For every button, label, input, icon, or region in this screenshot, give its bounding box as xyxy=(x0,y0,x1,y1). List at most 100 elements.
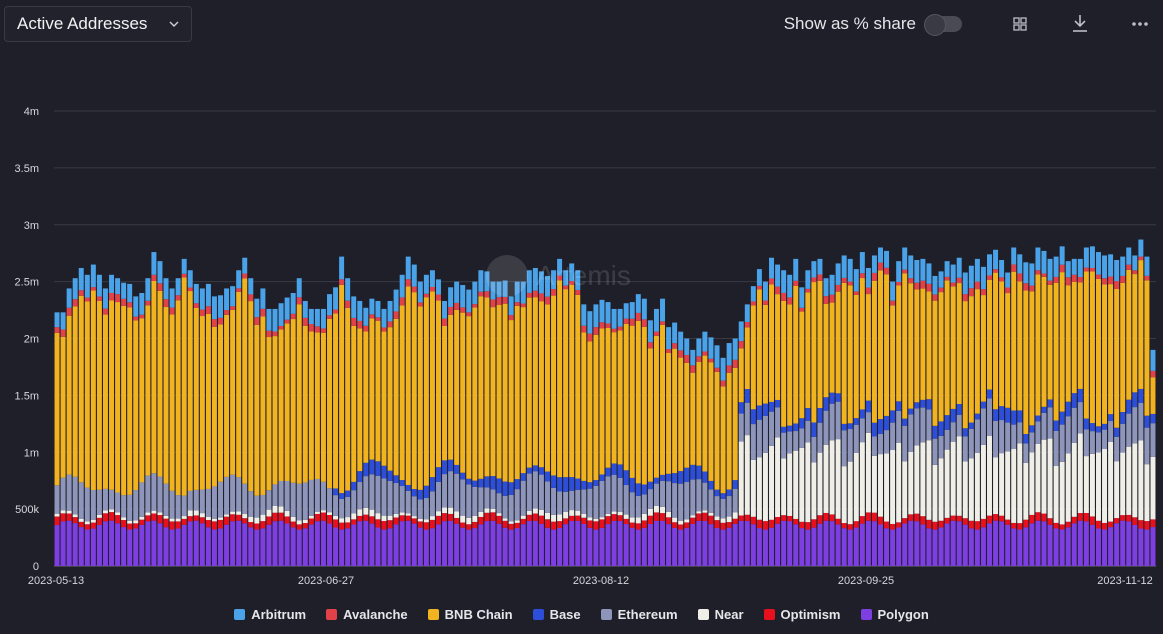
bar-segment-arbitrum xyxy=(405,256,411,280)
bar-segment-near xyxy=(1017,443,1023,524)
bar-segment-avalanche xyxy=(878,262,883,271)
bar-segment-bnb-chain xyxy=(496,305,502,479)
bar-segment-optimism xyxy=(296,524,302,530)
legend-item-near[interactable]: Near xyxy=(697,607,744,622)
bar-segment-avalanche xyxy=(514,302,520,306)
bar-segment-ethereum xyxy=(1005,422,1011,452)
bar-segment-arbitrum xyxy=(581,304,587,326)
more-options-button[interactable] xyxy=(1129,13,1151,35)
bar-segment-near xyxy=(987,436,992,516)
bar-segment-avalanche xyxy=(230,306,236,310)
bar-segment-optimism xyxy=(520,518,526,525)
bar-segment-avalanche xyxy=(557,275,563,281)
bar-segment-bnb-chain xyxy=(1041,276,1047,407)
bar-segment-ethereum xyxy=(1011,424,1017,450)
bar-segment-near xyxy=(496,513,502,516)
bar-segment-bnb-chain xyxy=(980,295,986,402)
bar-segment-polygon xyxy=(284,523,290,566)
percent-share-toggle[interactable] xyxy=(924,14,962,36)
bar-segment-ethereum xyxy=(1132,407,1138,444)
bar-segment-bnb-chain xyxy=(417,306,423,490)
legend-item-optimism[interactable]: Optimism xyxy=(763,607,841,622)
bar-segment-near xyxy=(823,444,829,513)
bar-segment-optimism xyxy=(563,518,569,525)
bar-segment-bnb-chain xyxy=(647,348,653,482)
bar-segment-optimism xyxy=(666,517,672,525)
bar-segment-polygon xyxy=(593,529,599,566)
bar-segment-arbitrum xyxy=(151,252,157,275)
table-view-button[interactable] xyxy=(1009,13,1031,35)
bar-segment-optimism xyxy=(442,513,448,522)
bar-segment-bnb-chain xyxy=(90,290,96,491)
bar-segment-bnb-chain xyxy=(1029,291,1035,426)
legend-item-base[interactable]: Base xyxy=(532,607,581,622)
bar-segment-avalanche xyxy=(993,269,999,273)
bar-segment-bnb-chain xyxy=(429,291,435,478)
y-tick-label: 3m xyxy=(24,220,39,232)
bar-segment-ethereum xyxy=(563,491,569,512)
bar-segment-bnb-chain xyxy=(72,306,78,477)
bar-segment-arbitrum xyxy=(139,293,145,315)
bar-segment-avalanche xyxy=(1132,270,1138,275)
y-tick-label: 1.5m xyxy=(15,390,39,402)
bar-segment-bnb-chain xyxy=(896,285,902,402)
bar-segment-polygon xyxy=(508,529,514,566)
bar-segment-polygon xyxy=(896,527,902,566)
y-tick-label: 2m xyxy=(24,334,39,346)
bar-segment-avalanche xyxy=(399,297,405,306)
bar-segment-polygon xyxy=(96,524,102,566)
legend-item-arbitrum[interactable]: Arbitrum xyxy=(234,607,306,622)
bar-segment-avalanche xyxy=(1011,264,1017,272)
bar-segment-optimism xyxy=(1102,522,1108,530)
bar-segment-ethereum xyxy=(569,490,575,511)
bar-segment-near xyxy=(1011,449,1017,523)
bar-segment-ethereum xyxy=(847,429,853,462)
bar-segment-near xyxy=(635,517,641,524)
bar-segment-arbitrum xyxy=(90,264,96,288)
bar-segment-ethereum xyxy=(702,482,708,511)
bar-segment-near xyxy=(1102,449,1108,523)
bar-segment-avalanche xyxy=(611,328,617,333)
bar-segment-arbitrum xyxy=(205,283,211,307)
legend-swatch xyxy=(600,608,612,620)
legend-item-polygon[interactable]: Polygon xyxy=(860,607,929,622)
bar-segment-avalanche xyxy=(66,307,72,316)
bar-segment-avalanche xyxy=(1138,256,1144,261)
download-button[interactable] xyxy=(1069,13,1091,35)
bar-segment-base xyxy=(1035,415,1041,422)
bar-segment-optimism xyxy=(169,521,175,530)
bar-segment-arbitrum xyxy=(908,255,914,279)
bar-segment-ethereum xyxy=(175,495,181,519)
bar-segment-optimism xyxy=(454,517,460,524)
bar-segment-optimism xyxy=(926,519,932,529)
bar-segment-near xyxy=(157,512,163,516)
bar-segment-polygon xyxy=(411,523,417,566)
legend-item-avalanche[interactable]: Avalanche xyxy=(326,607,408,622)
bar-segment-arbitrum xyxy=(878,247,883,263)
bar-segment-polygon xyxy=(750,524,756,566)
bar-segment-polygon xyxy=(296,529,302,566)
bar-segment-near xyxy=(726,516,732,523)
bar-segment-polygon xyxy=(320,520,326,566)
bar-segment-base xyxy=(514,479,520,490)
bar-segment-ethereum xyxy=(617,478,623,512)
bar-segment-bnb-chain xyxy=(974,289,980,414)
bar-segment-bnb-chain xyxy=(248,301,254,492)
bar-segment-polygon xyxy=(884,528,890,566)
bar-segment-near xyxy=(429,516,435,520)
bar-segment-polygon xyxy=(914,521,920,566)
legend-item-bnb-chain[interactable]: BNB Chain xyxy=(427,607,513,622)
bar-segment-bnb-chain xyxy=(605,327,611,468)
bar-segment-base xyxy=(1017,410,1023,423)
metric-dropdown[interactable]: Active Addresses xyxy=(4,6,192,42)
bar-segment-optimism xyxy=(436,515,441,525)
bar-segment-optimism xyxy=(829,514,835,522)
bar-segment-bnb-chain xyxy=(569,284,575,478)
bar-segment-near xyxy=(151,510,157,514)
bar-segment-ethereum xyxy=(1065,416,1071,454)
bar-segment-arbitrum xyxy=(320,308,326,329)
legend-item-ethereum[interactable]: Ethereum xyxy=(600,607,678,622)
bar-segment-polygon xyxy=(345,528,351,566)
bar-segment-bnb-chain xyxy=(762,304,768,404)
bar-segment-ethereum xyxy=(381,478,387,516)
